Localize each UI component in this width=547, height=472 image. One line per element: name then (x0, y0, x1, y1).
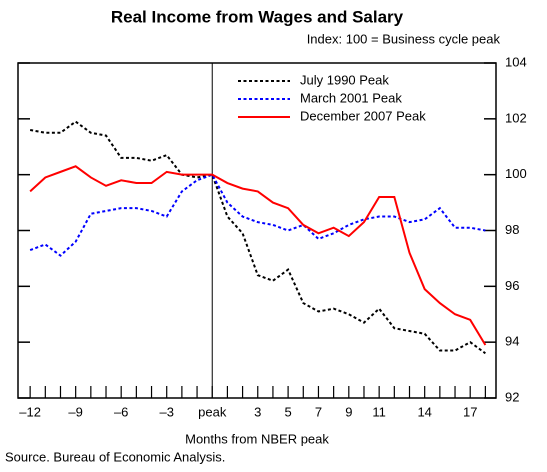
chart-title: Real Income from Wages and Salary (111, 7, 404, 26)
x-tick-label: –9 (68, 404, 82, 419)
series-line (29, 120, 486, 355)
y-tick-label: 104 (505, 54, 527, 69)
x-tick-label: 5 (284, 404, 291, 419)
x-tick-label: 9 (345, 404, 352, 419)
x-axis-label: Months from NBER peak (185, 431, 329, 446)
y-tick-label: 100 (505, 166, 527, 181)
chart-subtitle: Index: 100 = Business cycle peak (307, 31, 501, 46)
x-tick-label: 14 (417, 404, 431, 419)
y-tick-label: 96 (505, 278, 519, 293)
x-tick-label: –3 (159, 404, 173, 419)
x-tick-label: peak (198, 404, 227, 419)
x-tick-label: 11 (372, 404, 386, 419)
x-tick-label: –6 (114, 404, 128, 419)
source-note: Source. Bureau of Economic Analysis. (5, 449, 225, 464)
x-tick-label: 3 (254, 404, 261, 419)
legend-label: July 1990 Peak (300, 72, 389, 87)
y-tick-label: 98 (505, 222, 519, 237)
series-line (29, 165, 487, 346)
x-tick-label: –12 (19, 404, 41, 419)
x-tick-label: 17 (463, 404, 477, 419)
y-tick-label: 94 (505, 334, 519, 349)
legend-label: December 2007 Peak (300, 108, 426, 123)
legend-label: March 2001 Peak (300, 90, 402, 105)
series-line (29, 173, 486, 257)
x-tick-label: 7 (315, 404, 322, 419)
y-tick-label: 102 (505, 110, 527, 125)
y-tick-label: 92 (505, 389, 519, 404)
